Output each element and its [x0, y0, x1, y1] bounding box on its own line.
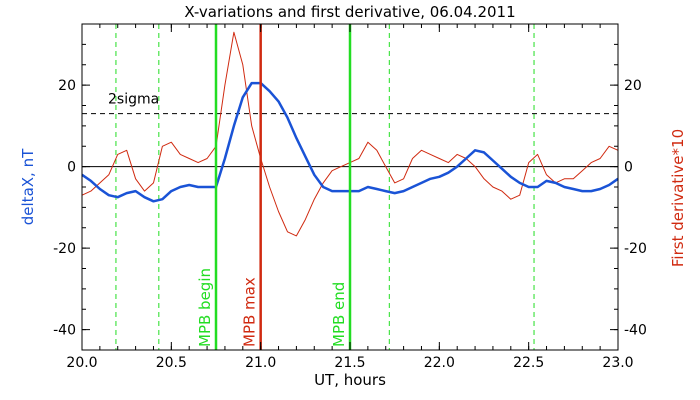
marker-label: MPB begin	[196, 268, 214, 347]
y-tick-label-left: 0	[67, 160, 76, 176]
marker-label: MPB max	[241, 277, 259, 347]
y-tick-label-left: -20	[53, 241, 76, 257]
y-tick-label-right: -40	[624, 323, 647, 339]
marker-lines: MPB begin MPB max MPB end	[196, 24, 352, 350]
y-tick-label-left: -40	[53, 323, 76, 339]
x-tick-label: 20.5	[156, 355, 187, 371]
y-tick-label-right: -20	[624, 241, 647, 257]
y-tick-label-left: 20	[58, 78, 76, 94]
y-tick-label-right: 0	[624, 160, 633, 176]
marker-label: MPB end	[330, 282, 348, 347]
x-axis-label: UT, hours	[314, 371, 386, 389]
y-axis-label-left: deltaX, nT	[19, 148, 37, 225]
y-tick-label-right: 20	[624, 78, 642, 94]
y-axis-left: 20 0 -20 -40	[53, 43, 90, 339]
x-tick-label: 22.0	[424, 355, 455, 371]
y-axis-label-right: First derivative*10	[669, 129, 687, 267]
x-tick-label: 21.5	[334, 355, 365, 371]
x-tick-label: 21.0	[245, 355, 276, 371]
y-axis-right: 20 0 -20 -40	[610, 43, 647, 339]
x-tick-label: 22.5	[513, 355, 544, 371]
x-tick-label: 23.0	[602, 355, 633, 371]
x-tick-label: 20.0	[66, 355, 97, 371]
chart-title: X-variations and first derivative, 06.04…	[184, 3, 515, 21]
sigma-label: 2sigma	[108, 92, 159, 108]
x-axis: 20.0 20.5 21.0 21.5 22.0 22.5 23.0	[66, 24, 634, 371]
sigma-line-group: 2sigma	[82, 92, 618, 115]
